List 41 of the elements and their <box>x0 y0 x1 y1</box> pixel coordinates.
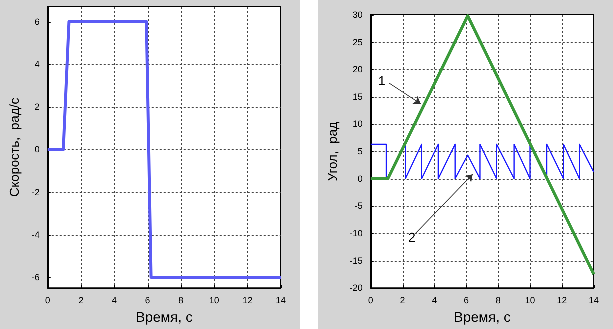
y-tick-label: -6 <box>32 272 40 282</box>
x-tick-label: 6 <box>464 296 470 306</box>
x-tick-label: 6 <box>145 296 150 306</box>
x-axis-title: Время, с <box>454 309 511 325</box>
y-tick-label: 15 <box>352 92 363 102</box>
x-tick-label: 0 <box>45 296 50 306</box>
y-tick-label: 5 <box>358 146 363 157</box>
y-tick-label: -2 <box>32 187 40 198</box>
y-tick-label: 0 <box>358 174 363 184</box>
x-tick-label: 8 <box>178 296 184 306</box>
x-axis-title: Время, с <box>136 309 193 325</box>
x-tick-label: 10 <box>209 296 220 306</box>
y-tick-label: 4 <box>34 60 40 70</box>
y-tick-label: -15 <box>350 256 363 266</box>
x-tick-label: 14 <box>276 296 286 306</box>
y-tick-label: 20 <box>352 64 363 75</box>
y-tick-label: 0 <box>34 144 40 155</box>
y-tick-label: -20 <box>350 283 363 294</box>
y-axis-title: Скорость, рад/с <box>7 97 22 198</box>
x-tick-label: 2 <box>78 296 84 306</box>
x-tick-label: 4 <box>432 296 438 306</box>
y-tick-label: -5 <box>354 201 363 212</box>
y-axis-title: Угол, рад <box>325 121 340 182</box>
y-tick-label: 10 <box>352 119 363 130</box>
x-tick-label: 14 <box>588 296 600 306</box>
y-tick-label: 30 <box>352 10 363 20</box>
y-tick-label: -4 <box>32 230 40 240</box>
x-tick-label: 12 <box>242 296 253 306</box>
y-tick-label: 25 <box>352 37 363 48</box>
x-tick-label: 8 <box>496 296 501 306</box>
x-tick-label: 0 <box>368 296 374 306</box>
annotation: 1 <box>378 73 386 88</box>
y-tick-label: 6 <box>34 16 40 27</box>
line-series <box>370 144 595 180</box>
y-tick-label: -10 <box>350 228 363 238</box>
annotation: 2 <box>408 230 416 245</box>
x-tick-label: 10 <box>525 296 536 306</box>
x-tick-label: 2 <box>400 296 406 306</box>
x-tick-label: 4 <box>112 296 118 306</box>
x-tick-label: 12 <box>557 296 568 306</box>
y-tick-label: 2 <box>34 102 40 112</box>
